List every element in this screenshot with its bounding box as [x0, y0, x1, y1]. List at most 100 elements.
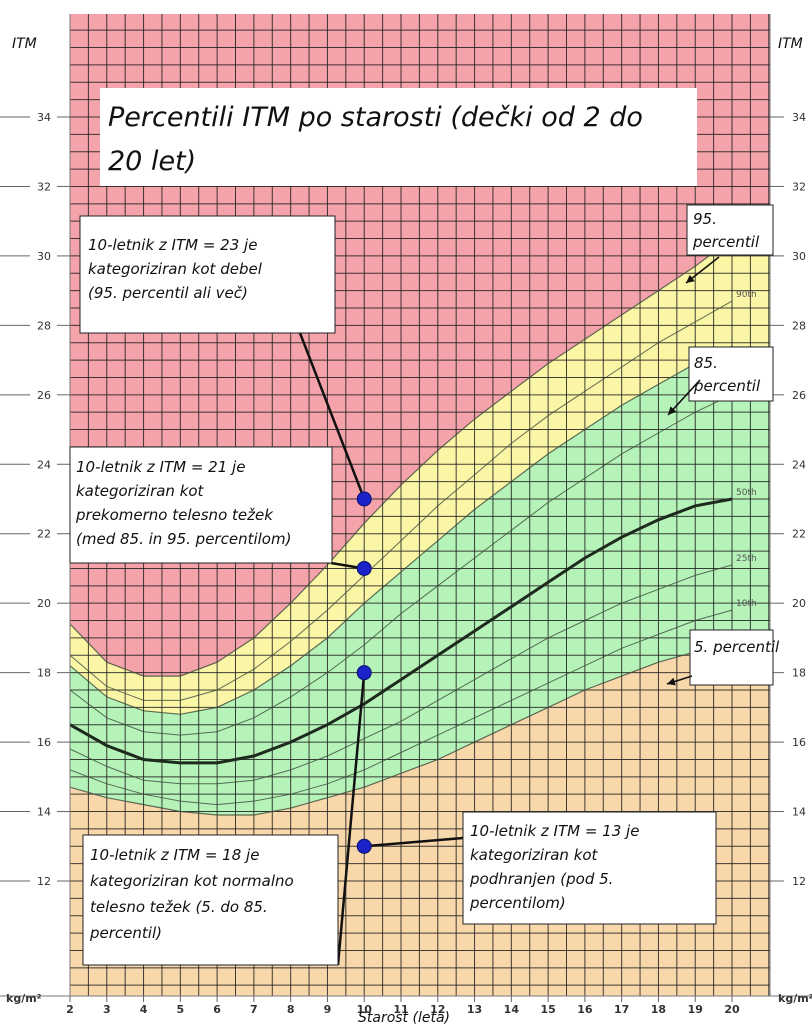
y-tick-label-left: 18 [37, 667, 51, 680]
x-tick-label: 3 [103, 1003, 111, 1016]
annotation-underweight-line-1: 10-letnik z ITM = 13 je [470, 822, 639, 840]
x-tick-label: 11 [393, 1003, 408, 1016]
percentile-curve-25th [69, 564, 733, 785]
x-tick-label: 16 [577, 1003, 593, 1016]
data-point [356, 491, 372, 507]
callout-95-line-1: 95. [693, 210, 717, 228]
callout-5-line-1: 5. percentil [694, 638, 780, 656]
callout-95-line-2: percentil [692, 233, 760, 251]
curve-label-10th: 10th [736, 599, 757, 609]
y-tick-label-right: 22 [792, 528, 806, 541]
x-tick-label: 9 [324, 1003, 332, 1016]
callout-arrow-head [668, 406, 677, 415]
x-tick-label: 7 [250, 1003, 258, 1016]
right-axis-strip [770, 0, 812, 996]
y-tick-label-left: 30 [37, 250, 51, 263]
annotation-overweight-line-2: kategoriziran kot [76, 482, 205, 500]
y-tick-label-left: 22 [37, 528, 51, 541]
curve-label-90th: 90th [736, 290, 757, 300]
x-tick-label: 10 [357, 1003, 373, 1016]
y-tick-label-left: 34 [37, 111, 51, 124]
data-points [356, 491, 372, 854]
data-point [356, 560, 372, 576]
x-tick-label: 20 [724, 1003, 740, 1016]
x-tick-label: 14 [504, 1003, 520, 1016]
callout-box-5 [689, 629, 774, 686]
y-axis-label-left: ITM [12, 36, 37, 52]
chart-title-line-1: Percentili ITM po starosti (dečki od 2 d… [108, 102, 643, 133]
annotation-overweight-line-3: prekomerno telesno težek [75, 506, 274, 524]
annotation-underweight-line-4: percentilom) [469, 894, 566, 912]
y-unit-label-left: kg/m² [6, 992, 42, 1005]
y-axis-label-right: ITM [778, 36, 803, 52]
y-tick-label-right: 32 [792, 180, 806, 193]
percentile-curve-5th [69, 640, 733, 816]
y-unit-label-right: kg/m² [778, 992, 812, 1005]
y-tick-label-left: 14 [37, 806, 51, 819]
y-tick-label-right: 26 [792, 389, 806, 402]
y-tick-label-right: 14 [792, 806, 806, 819]
annotation-normal-line-3: telesno težek (5. do 85. [90, 898, 268, 916]
annotation-obese-line-2: kategoriziran kot debel [88, 260, 263, 278]
x-tick-label: 19 [688, 1003, 703, 1016]
percentile-curve-85th [69, 345, 733, 715]
y-tick-label-right: 34 [792, 111, 806, 124]
zone-normal [70, 346, 770, 815]
chart-title-line-2: 20 let) [108, 146, 196, 177]
y-tick-label-right: 20 [792, 597, 806, 610]
callout-85-line-2: percentil [693, 377, 761, 395]
leader-line [336, 672, 366, 966]
x-tick-label: 4 [140, 1003, 148, 1016]
leader-line [298, 332, 366, 500]
x-tick-label: 2 [66, 1003, 74, 1016]
x-tick-label: 12 [430, 1003, 445, 1016]
left-axis-strip [0, 0, 70, 996]
zone-overweight [70, 238, 770, 715]
y-tick-label-right: 24 [792, 458, 806, 471]
y-tick-label-left: 32 [37, 180, 51, 193]
x-axis-title: Starost (leta) [358, 1010, 450, 1026]
callout-box-95 [686, 204, 774, 256]
title-box [100, 88, 697, 186]
leader-line [364, 836, 464, 848]
y-tick-label-left: 12 [37, 875, 51, 888]
percentile-curve-50th [69, 497, 733, 765]
annotation-box-overweight [69, 446, 333, 564]
annotation-normal-line-4: percentil) [89, 924, 162, 942]
y-tick-label-right: 16 [792, 736, 806, 749]
y-tick-label-left: 28 [37, 319, 51, 332]
percentile-curve-90th [69, 300, 733, 701]
x-tick-label: 17 [614, 1003, 629, 1016]
y-tick-label-left: 20 [37, 597, 51, 610]
annotation-underweight-line-2: kategoriziran kot [470, 846, 599, 864]
annotation-obese-line-3: (95. percentil ali več) [88, 284, 248, 302]
annotation-obese-line-1: 10-letnik z ITM = 23 je [88, 236, 257, 254]
callout-85-line-1: 85. [694, 354, 718, 372]
annotation-box-obese [79, 215, 336, 334]
x-tick-label: 8 [287, 1003, 295, 1016]
callout-arrow-head [667, 677, 676, 686]
y-tick-label-left: 16 [37, 736, 51, 749]
x-tick-label: 15 [540, 1003, 555, 1016]
x-tick-label: 5 [177, 1003, 185, 1016]
curve-label-25th: 25th [736, 554, 757, 564]
x-tick-label: 18 [651, 1003, 666, 1016]
data-point [356, 665, 372, 681]
percentile-curve-75th [69, 394, 733, 736]
callout-arrows [666, 256, 720, 686]
y-tick-label-left: 24 [37, 458, 51, 471]
data-point [356, 838, 372, 854]
curve-label-50th: 50th [736, 488, 757, 498]
x-tick-label: 6 [213, 1003, 221, 1016]
y-tick-label-left: 26 [37, 389, 51, 402]
y-tick-label-right: 18 [792, 667, 806, 680]
annotation-overweight-line-1: 10-letnik z ITM = 21 je [76, 458, 245, 476]
annotation-box-normal [82, 834, 339, 966]
callout-arrow-head [686, 274, 695, 283]
percentile-curve-10th [69, 609, 733, 806]
annotation-normal-line-2: kategoriziran kot normalno [90, 872, 294, 890]
callout-box-85 [688, 346, 774, 402]
percentile-curve-95th [69, 238, 733, 677]
